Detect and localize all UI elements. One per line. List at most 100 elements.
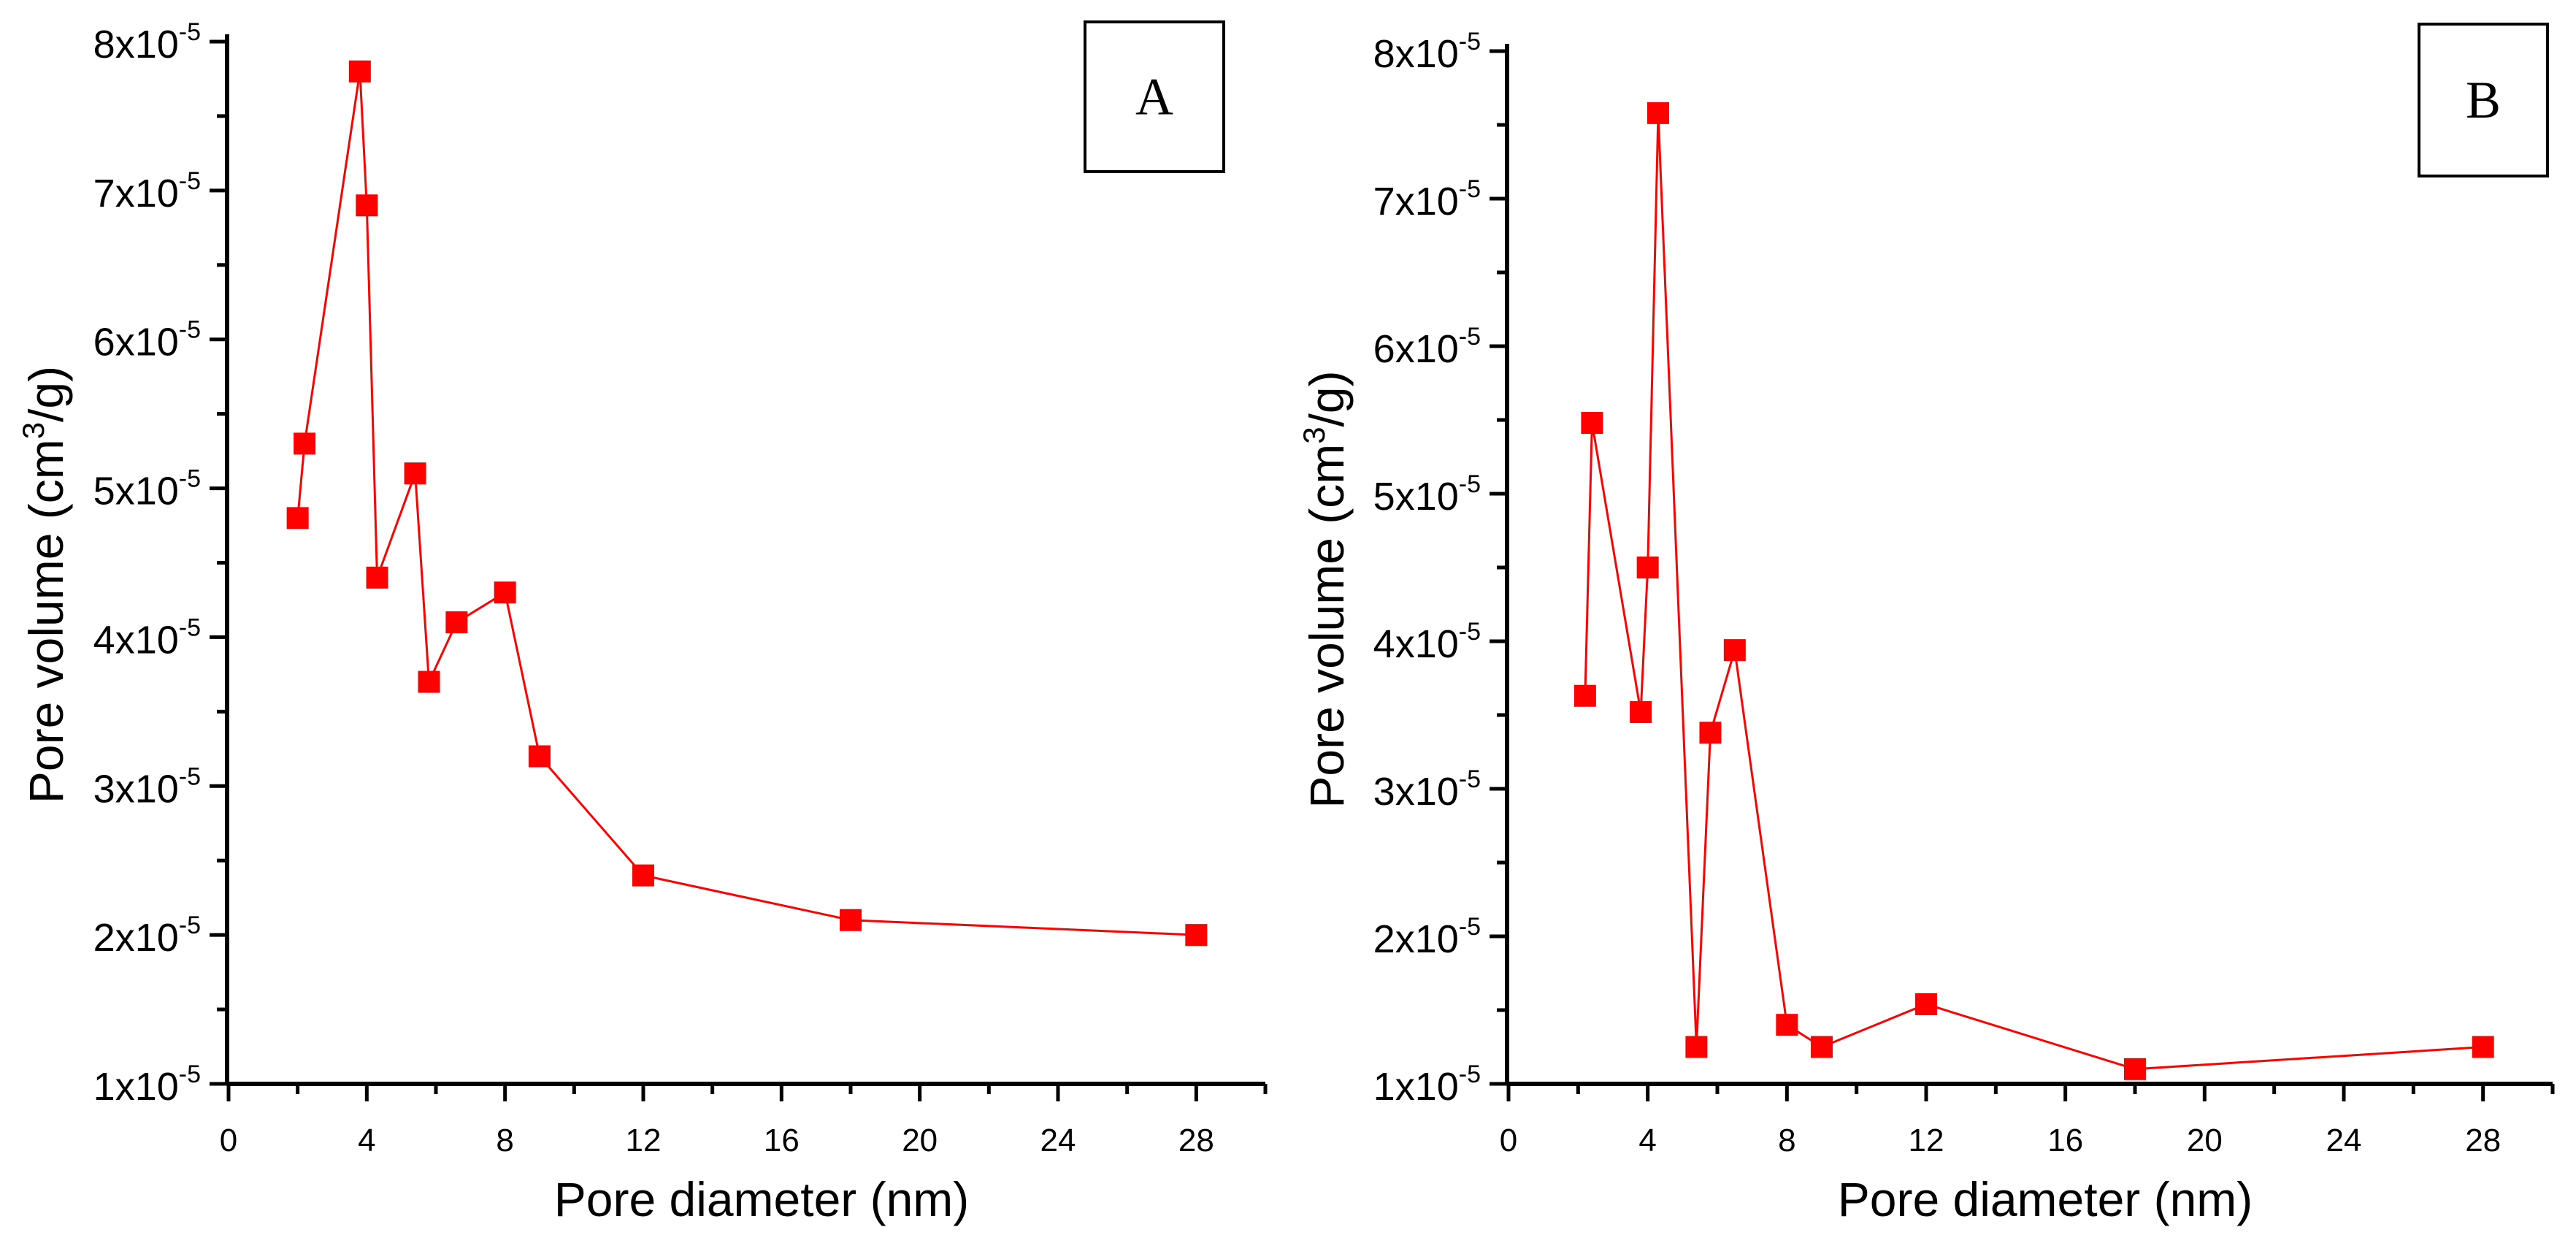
data-point-marker [366,566,388,589]
y-tick-exponent: -5 [179,1060,201,1088]
y-tick-mantissa: 5x10 [1373,475,1459,519]
y-tick-exponent: -5 [179,762,201,790]
y-tick-exponent: -5 [179,614,201,641]
y-tick-mantissa: 8x10 [1373,32,1459,76]
x-tick-label: 8 [1778,1123,1795,1158]
y-tick-label: 1x10-5 [93,1060,201,1109]
y-tick-mantissa: 1x10 [1373,1065,1459,1109]
y-tick-mantissa: 1x10 [93,1065,179,1109]
y-tick-mantissa: 8x10 [93,23,179,66]
data-point-marker [494,581,516,604]
data-point-marker [1685,1036,1708,1058]
y-tick-label: 5x10-5 [1373,470,1481,519]
y-tick-exponent: -5 [1459,175,1481,203]
y-tick-mantissa: 5x10 [93,470,179,513]
y-tick-label: 3x10-5 [1373,765,1481,814]
x-tick-label: 16 [2047,1123,2083,1158]
data-point-marker [1811,1036,1833,1058]
x-tick-label: 12 [626,1123,662,1158]
y-tick-label: 2x10-5 [1373,913,1481,961]
y-tick-exponent: -5 [179,465,201,493]
x-tick-label: 0 [220,1123,237,1158]
panel-label: B [2466,71,2501,129]
series-line [1584,112,2483,1071]
y-tick-label: 3x10-5 [93,762,201,811]
data-point-marker [1630,700,1652,723]
chart-panel-a: 0 4 8 12 16 20 24 281x10-52x10-53x10-54x10-55x1… [16,18,1268,1226]
x-tick-label: 24 [2326,1123,2362,1158]
y-tick-exponent: -5 [179,167,201,195]
x-tick-label: 24 [1040,1123,1076,1158]
y-tick-exponent: -5 [179,316,201,344]
data-point-marker [1647,102,1669,124]
y-tick-exponent: -5 [1459,1060,1481,1088]
panel-label: A [1135,68,1173,126]
x-tick-label: 8 [496,1123,513,1158]
y-tick-mantissa: 7x10 [93,172,179,215]
y-tick-label: 6x10-5 [1373,323,1481,371]
x-axis-title: Pore diameter (nm) [554,1172,970,1226]
y-tick-label: 8x10-5 [1373,28,1481,76]
series-line [296,71,1197,936]
y-tick-label: 8x10-5 [93,18,201,66]
x-tick-label: 16 [764,1123,800,1158]
data-point-marker [632,864,654,887]
y-tick-mantissa: 3x10 [93,767,179,811]
x-tick-label: 0 [1500,1123,1517,1158]
x-tick-label: 28 [2465,1123,2501,1158]
data-point-marker [2472,1036,2494,1058]
y-tick-exponent: -5 [1459,28,1481,56]
y-tick-label: 7x10-5 [93,167,201,215]
x-tick-label: 20 [902,1123,938,1158]
data-point-marker [529,745,551,768]
data-point-marker [1776,1014,1798,1036]
y-tick-mantissa: 3x10 [1373,770,1459,814]
x-tick-label: 4 [358,1123,375,1158]
y-tick-exponent: -5 [1459,913,1481,941]
data-point-marker [418,670,440,693]
y-tick-mantissa: 2x10 [1373,917,1459,961]
x-tick-label: 4 [1638,1123,1656,1158]
y-tick-label: 2x10-5 [93,911,201,960]
y-tick-label: 4x10-5 [93,614,201,662]
data-point-marker [1699,722,1722,744]
data-point-marker [356,194,378,217]
y-tick-mantissa: 6x10 [1373,327,1459,371]
y-tick-label: 7x10-5 [1373,175,1481,223]
data-point-marker [445,611,468,634]
panel-label-box [2418,23,2549,177]
data-point-marker [1636,557,1659,578]
y-tick-label: 6x10-5 [93,316,201,364]
y-tick-mantissa: 4x10 [93,618,179,662]
y-tick-label: 4x10-5 [1373,618,1481,666]
y-tick-exponent: -5 [1459,323,1481,351]
chart-panel-b: 0 4 8 12 16 20 24 281x10-52x10-53x10-54x10-55x1… [1297,23,2555,1226]
data-point-marker [840,909,862,931]
data-point-marker [1723,639,1746,662]
data-point-marker [2124,1058,2146,1080]
data-point-marker [1581,412,1603,435]
data-point-marker [286,507,309,530]
data-point-marker [404,462,426,485]
y-axis-title: Pore volume (cm3/g) [16,366,73,803]
y-tick-mantissa: 2x10 [93,916,179,960]
y-tick-exponent: -5 [1459,618,1481,646]
data-point-marker [1185,924,1208,947]
x-tick-label: 20 [2187,1123,2223,1158]
y-tick-mantissa: 4x10 [1373,622,1459,666]
y-tick-mantissa: 6x10 [93,321,179,364]
y-tick-exponent: -5 [179,911,201,939]
y-tick-exponent: -5 [1459,470,1481,498]
panel-label-box [1084,20,1225,173]
y-tick-exponent: -5 [1459,765,1481,793]
y-tick-mantissa: 7x10 [1373,180,1459,223]
y-tick-exponent: -5 [179,18,201,46]
x-tick-label: 12 [1909,1123,1944,1158]
y-axis-title: Pore volume (cm3/g) [1297,370,1354,808]
data-point-marker [294,432,316,455]
data-point-marker [348,60,371,83]
y-tick-label: 5x10-5 [93,465,201,513]
y-tick-label: 1x10-5 [1373,1060,1481,1109]
x-axis-title: Pore diameter (nm) [1838,1172,2253,1226]
